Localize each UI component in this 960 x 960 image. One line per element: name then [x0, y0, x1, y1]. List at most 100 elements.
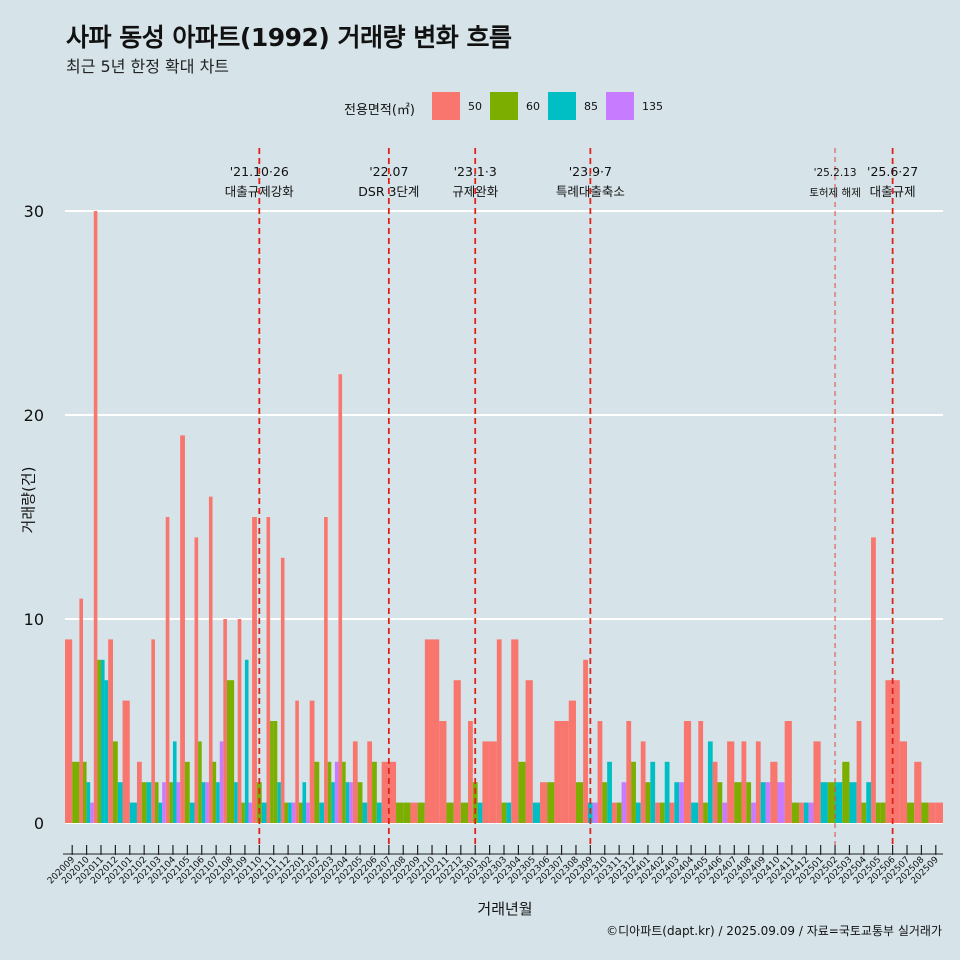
- bar: [273, 721, 278, 823]
- bar: [352, 741, 358, 823]
- bar: [592, 802, 598, 823]
- bar: [176, 782, 181, 823]
- bar: [252, 517, 257, 823]
- bar: [65, 639, 73, 823]
- bar: [808, 802, 814, 823]
- bar: [319, 802, 325, 823]
- bar: [241, 802, 245, 823]
- bar: [288, 802, 292, 823]
- bar: [453, 680, 461, 823]
- bar: [357, 782, 363, 823]
- event-name-label: 대출규제: [870, 184, 916, 199]
- bar: [835, 782, 843, 823]
- bar: [765, 782, 771, 823]
- bar: [129, 802, 137, 823]
- event-name-label: 특례대출축소: [556, 184, 625, 199]
- y-tick-label: 30: [24, 202, 44, 221]
- bar: [791, 802, 800, 823]
- legend-key-60: [490, 92, 518, 120]
- bar: [707, 741, 713, 823]
- event-date-label: '21.10·26: [230, 164, 289, 179]
- y-tick-label: 20: [24, 406, 44, 425]
- bar: [691, 802, 699, 823]
- bar: [935, 802, 943, 823]
- event-name-label: 토허제 해제: [809, 186, 861, 199]
- bar: [266, 517, 271, 823]
- bar: [477, 802, 483, 823]
- bar: [117, 782, 123, 823]
- bar: [803, 802, 809, 823]
- bar: [489, 741, 497, 823]
- bar: [760, 782, 766, 823]
- bar: [880, 802, 886, 823]
- event-date-label: '25.6·27: [867, 164, 918, 179]
- legend-label-85: 85: [584, 100, 598, 113]
- bar: [189, 802, 195, 823]
- bar: [439, 721, 447, 823]
- bar: [741, 741, 747, 823]
- bar: [151, 639, 155, 823]
- bar: [86, 782, 91, 823]
- bar: [424, 639, 440, 823]
- event-name-label: 규제완화: [452, 184, 499, 199]
- bar: [866, 782, 872, 823]
- legend-label-50: 50: [468, 100, 482, 113]
- event-date-label: '23.9·7: [569, 164, 612, 179]
- bar: [698, 721, 704, 823]
- bar: [734, 782, 742, 823]
- bar: [324, 517, 328, 823]
- bar: [141, 782, 147, 823]
- bar: [112, 741, 118, 823]
- y-tick-label: 10: [24, 610, 44, 629]
- bar: [122, 700, 130, 823]
- bar: [97, 659, 101, 823]
- bar: [417, 802, 425, 823]
- legend-label-135: 135: [642, 100, 663, 113]
- bar: [212, 761, 217, 823]
- bar: [640, 741, 646, 823]
- bar: [799, 802, 804, 823]
- bar: [727, 741, 735, 823]
- event-date-label: '23.1·3: [454, 164, 497, 179]
- bar: [722, 802, 728, 823]
- bar: [314, 761, 320, 823]
- bar: [856, 721, 862, 823]
- bar: [664, 761, 670, 823]
- bar: [892, 680, 900, 823]
- bar: [270, 721, 274, 823]
- bar: [216, 782, 220, 823]
- bar: [367, 741, 373, 823]
- bar: [372, 761, 377, 823]
- bar: [659, 802, 665, 823]
- bar: [746, 782, 752, 823]
- bar: [506, 802, 512, 823]
- bar: [607, 761, 612, 823]
- bar: [291, 802, 296, 823]
- bar: [90, 802, 94, 823]
- bar: [547, 782, 555, 823]
- bar: [136, 761, 142, 823]
- bar: [875, 802, 881, 823]
- bar: [849, 782, 857, 823]
- bar: [650, 761, 656, 823]
- bar: [194, 537, 199, 823]
- bar: [298, 802, 303, 823]
- bar: [198, 741, 202, 823]
- source-caption: ©디아파트(dapt.kr) / 2025.09.09 / 자료=국토교통부 실…: [606, 924, 942, 938]
- event-date-label: '22.07: [369, 164, 408, 179]
- bar: [306, 802, 310, 823]
- bar: [842, 761, 850, 823]
- y-axis-title: 거래량(건): [19, 466, 38, 534]
- bar: [751, 802, 756, 823]
- bar: [342, 761, 346, 823]
- bar: [295, 700, 299, 823]
- chart-subtitle: 최근 5년 한정 확대 차트: [66, 57, 230, 76]
- bar: [280, 557, 285, 823]
- bar: [532, 802, 540, 823]
- bar: [621, 782, 627, 823]
- bar: [907, 802, 915, 823]
- bar: [914, 761, 922, 823]
- bar: [468, 721, 473, 823]
- bar: [230, 680, 235, 823]
- x-axis-title: 거래년월: [477, 900, 533, 918]
